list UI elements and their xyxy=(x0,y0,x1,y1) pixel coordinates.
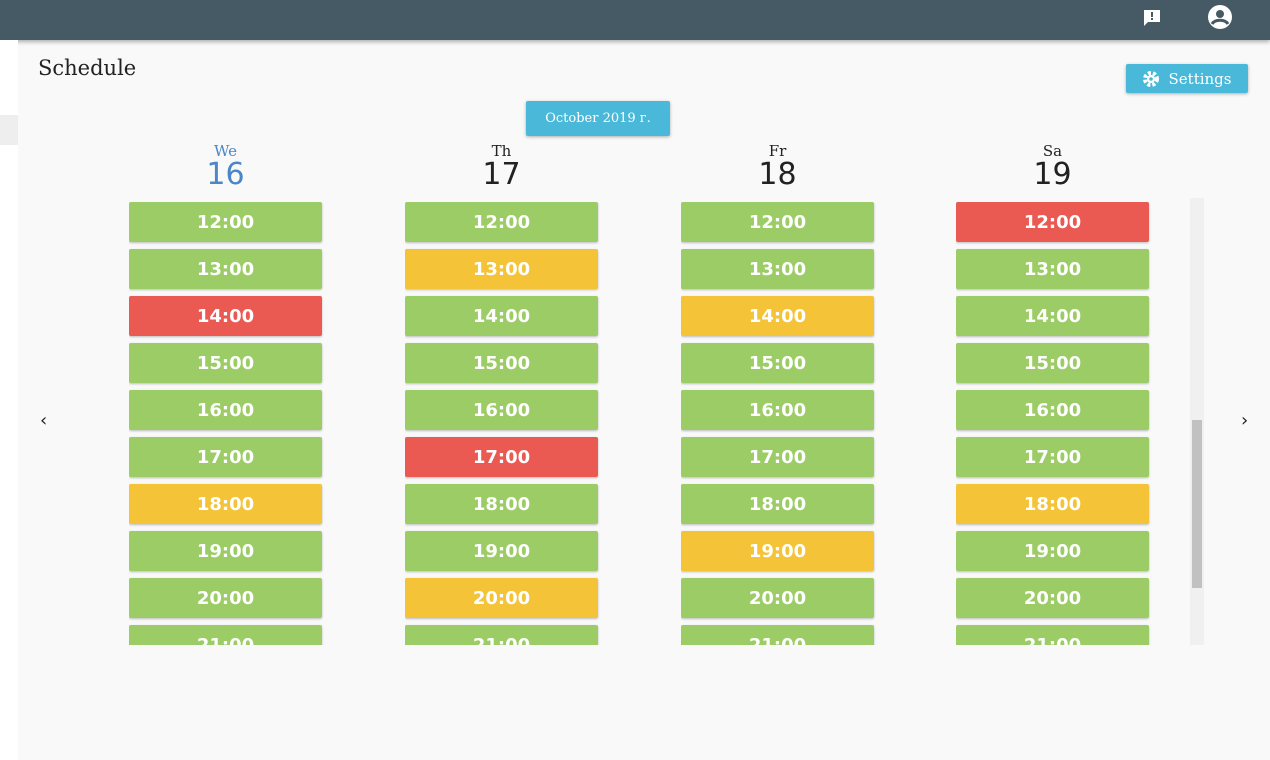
time-slot[interactable]: 20:00 xyxy=(405,578,598,618)
slot-column: 12:00 13:00 14:00 15:00 16:00 17:00 18:00 19:00… xyxy=(129,202,329,645)
time-slot[interactable]: 18:00 xyxy=(956,484,1149,524)
time-slot[interactable]: 16:00 xyxy=(129,390,322,430)
sidebar xyxy=(0,40,18,760)
time-slot[interactable]: 16:00 xyxy=(405,390,598,430)
settings-label: Settings xyxy=(1168,69,1232,88)
time-slot[interactable]: 19:00 xyxy=(405,531,598,571)
time-slot[interactable]: 15:00 xyxy=(681,343,874,383)
time-slot[interactable]: 20:00 xyxy=(956,578,1149,618)
date: 18 xyxy=(758,157,797,192)
account-icon[interactable] xyxy=(1207,4,1233,30)
time-slot[interactable]: 14:00 xyxy=(129,296,322,336)
time-slot[interactable]: 16:00 xyxy=(956,390,1149,430)
time-slot[interactable]: 13:00 xyxy=(129,249,322,289)
gear-icon xyxy=(1142,70,1159,87)
time-slot[interactable]: 20:00 xyxy=(681,578,874,618)
feedback-icon[interactable] xyxy=(1142,8,1162,28)
slot-column: 12:00 13:00 14:00 15:00 16:00 17:00 18:00 19:00… xyxy=(956,202,1156,645)
day-header: Fr 18 xyxy=(681,142,874,190)
scrollbar[interactable] xyxy=(1190,198,1204,645)
date: 16 xyxy=(206,157,245,192)
time-slot[interactable]: 21:00 xyxy=(129,625,322,645)
time-slot[interactable]: 17:00 xyxy=(956,437,1149,477)
day-header: Th 17 xyxy=(405,142,598,190)
time-slot[interactable]: 15:00 xyxy=(405,343,598,383)
scroll-thumb[interactable] xyxy=(1192,420,1202,588)
time-slot[interactable]: 12:00 xyxy=(681,202,874,242)
time-slot[interactable]: 13:00 xyxy=(681,249,874,289)
time-slot[interactable]: 18:00 xyxy=(681,484,874,524)
day-header: We 16 xyxy=(129,142,322,190)
date: 17 xyxy=(482,157,521,192)
weekday: Sa xyxy=(1042,142,1063,160)
weekday: Fr xyxy=(768,142,787,160)
sidebar-item[interactable] xyxy=(0,115,18,145)
time-slot[interactable]: 16:00 xyxy=(681,390,874,430)
page-title: Schedule xyxy=(38,56,137,80)
time-slot[interactable]: 21:00 xyxy=(956,625,1149,645)
day-header: Sa 19 xyxy=(956,142,1149,190)
settings-button[interactable]: Settings xyxy=(1126,64,1248,93)
time-slot[interactable]: 12:00 xyxy=(405,202,598,242)
next-arrow[interactable]: › xyxy=(1241,410,1249,431)
time-slot[interactable]: 13:00 xyxy=(405,249,598,289)
time-slot[interactable]: 14:00 xyxy=(405,296,598,336)
time-slot[interactable]: 21:00 xyxy=(681,625,874,645)
slot-column: 12:00 13:00 14:00 15:00 16:00 17:00 18:00 19:00… xyxy=(405,202,605,645)
time-slot[interactable]: 15:00 xyxy=(956,343,1149,383)
time-slot[interactable]: 12:00 xyxy=(956,202,1149,242)
top-bar xyxy=(0,0,1270,40)
time-slot[interactable]: 20:00 xyxy=(129,578,322,618)
month-button[interactable]: October 2019 г. xyxy=(526,101,670,136)
time-slot[interactable]: 17:00 xyxy=(405,437,598,477)
time-slot[interactable]: 17:00 xyxy=(129,437,322,477)
time-slot[interactable]: 14:00 xyxy=(956,296,1149,336)
weekday: Th xyxy=(491,142,512,160)
time-slot[interactable]: 19:00 xyxy=(681,531,874,571)
time-slot[interactable]: 15:00 xyxy=(129,343,322,383)
time-slot[interactable]: 17:00 xyxy=(681,437,874,477)
prev-arrow[interactable]: ‹ xyxy=(40,410,48,431)
time-slot[interactable]: 12:00 xyxy=(129,202,322,242)
time-slot[interactable]: 19:00 xyxy=(956,531,1149,571)
time-slot[interactable]: 19:00 xyxy=(129,531,322,571)
time-slot[interactable]: 14:00 xyxy=(681,296,874,336)
slot-column: 12:00 13:00 14:00 15:00 16:00 17:00 18:00 19:00… xyxy=(681,202,881,645)
time-slot[interactable]: 18:00 xyxy=(129,484,322,524)
time-slot[interactable]: 13:00 xyxy=(956,249,1149,289)
time-slot[interactable]: 18:00 xyxy=(405,484,598,524)
month-label: October 2019 г. xyxy=(545,111,651,126)
weekday: We xyxy=(213,142,238,160)
date: 19 xyxy=(1033,157,1072,192)
time-slot[interactable]: 21:00 xyxy=(405,625,598,645)
